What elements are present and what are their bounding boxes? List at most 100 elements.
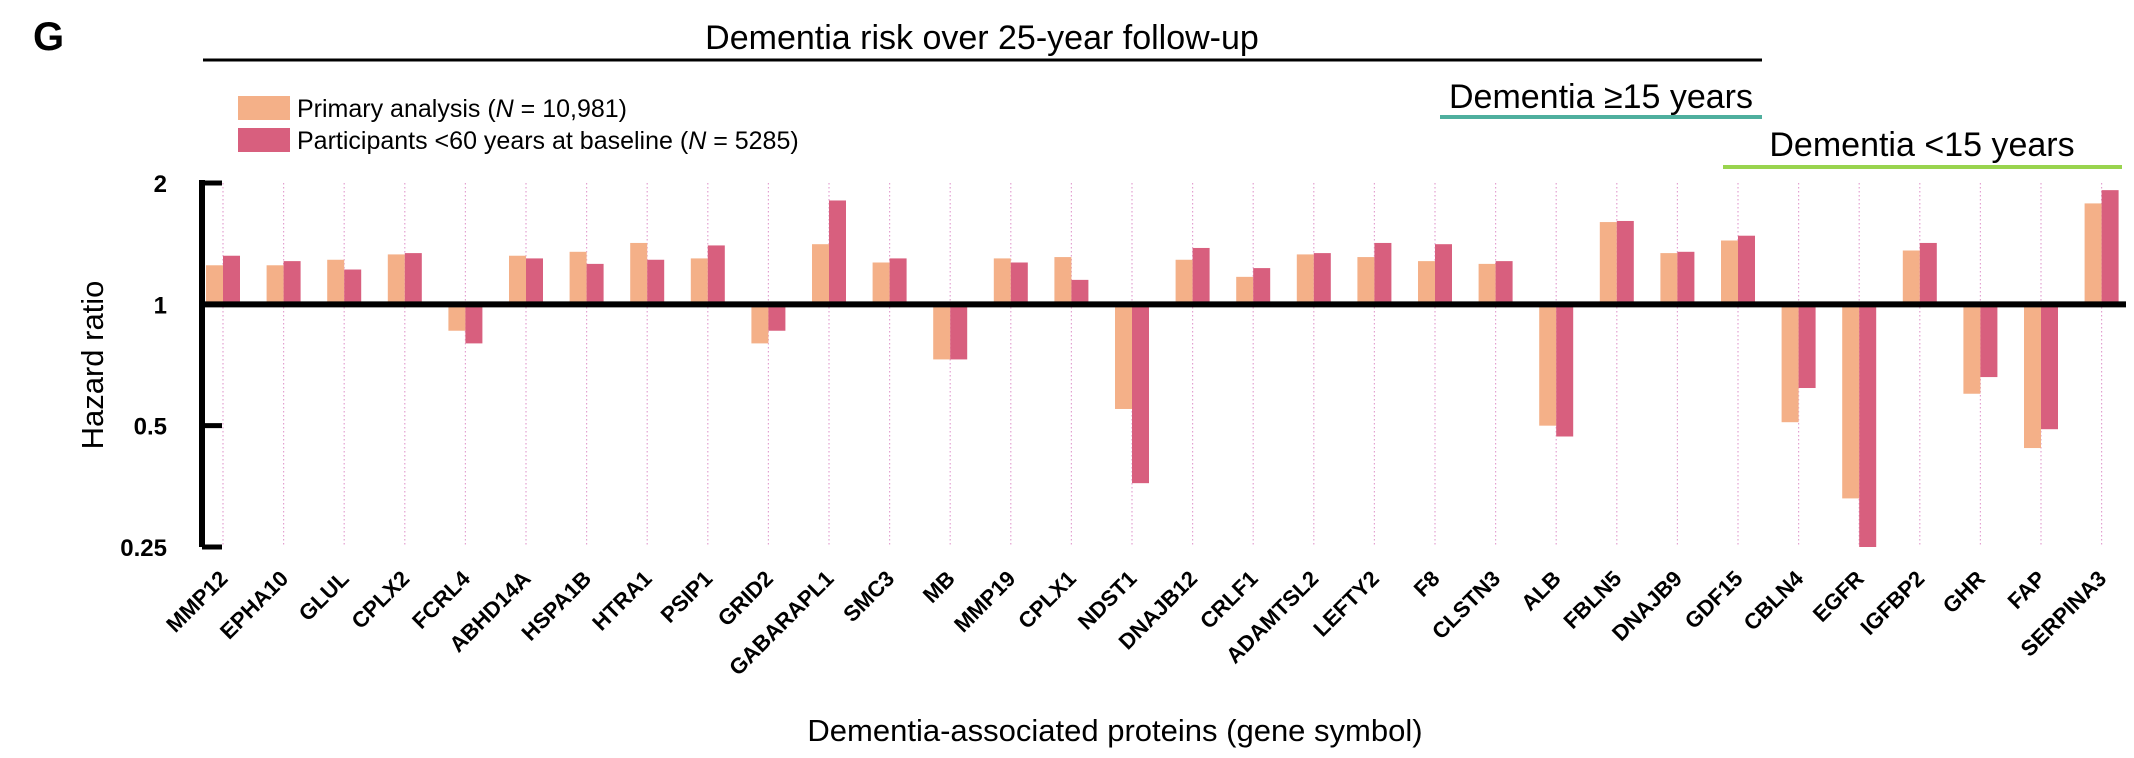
bar-primary-crlf1: [1236, 276, 1254, 305]
category-label: SMC3: [838, 566, 899, 627]
bar-primary-ndst1: [1115, 304, 1132, 409]
bar-primary-htra1: [630, 242, 648, 305]
bar-under60-fcrl4: [465, 304, 483, 344]
category-label: HTRA1: [587, 566, 657, 636]
bar-primary-cplx1: [1054, 257, 1072, 305]
y-tick-label: 0.5: [134, 414, 167, 441]
bar-under60-htra1: [647, 259, 665, 305]
category-label: GDF15: [1680, 566, 1748, 634]
bar-under60-abhd14a: [526, 258, 543, 305]
bar-primary-serpina3: [2084, 203, 2102, 305]
category-label: CBLN4: [1739, 565, 1809, 635]
bar-under60-dnajb12: [1192, 247, 1210, 305]
y-ticks: 0.25 0.5 1 2: [120, 171, 222, 562]
bar-under60-cplx1: [1071, 279, 1089, 305]
category-label: MB: [918, 566, 960, 608]
category-label: GABARAPL1: [724, 566, 838, 680]
bar-primary-mmp19: [993, 258, 1011, 305]
category-label: LEFTY2: [1308, 566, 1384, 642]
bar-under60-igfbp2: [1919, 242, 1937, 305]
group-label-lt15: Dementia <15 years: [1769, 126, 2074, 164]
y-tick-label: 0.25: [120, 535, 167, 562]
group-label-all: Dementia risk over 25-year follow-up: [705, 19, 1259, 57]
bar-primary-clstn3: [1478, 263, 1496, 305]
bar-under60-crlf1: [1253, 268, 1271, 305]
bar-primary-adamtsl2: [1296, 254, 1314, 305]
legend-swatch-under60: [238, 128, 290, 152]
bar-primary-mb: [933, 304, 951, 360]
bar-under60-gabarapl1: [829, 200, 846, 305]
bar-primary-dnajb9: [1660, 253, 1678, 305]
bar-under60-fap: [2041, 304, 2058, 430]
bar-under60-ndst1: [1132, 304, 1149, 484]
legend-label-under60: Participants <60 years at baseline (N = …: [297, 127, 799, 155]
bar-primary-gabarapl1: [812, 244, 829, 305]
group-label-ge15: Dementia ≥15 years: [1449, 78, 1753, 116]
bar-primary-epha10: [266, 265, 284, 305]
axes: 0.25 0.5 1 2: [120, 171, 2126, 562]
category-label: ALB: [1516, 566, 1566, 616]
x-axis-title: Dementia-associated proteins (gene symbo…: [807, 713, 1422, 748]
bar-under60-serpina3: [2101, 190, 2119, 305]
y-axis-title: Hazard ratio: [75, 281, 110, 450]
bar-under60-fbln5: [1616, 220, 1634, 305]
bars: [206, 190, 2119, 547]
bar-primary-fcrl4: [448, 304, 466, 331]
legend-swatch-primary: [238, 96, 290, 120]
bar-under60-mb: [950, 304, 968, 360]
category-label: PSIP1: [656, 566, 718, 628]
bar-under60-cbln4: [1798, 304, 1816, 389]
bar-primary-grid2: [751, 304, 769, 344]
bar-primary-ghr: [1963, 304, 1981, 394]
legend-label-primary: Primary analysis (N = 10,981): [297, 95, 627, 123]
bar-primary-smc3: [872, 262, 890, 305]
bar-under60-alb: [1556, 304, 1574, 437]
bar-under60-mmp12: [223, 255, 240, 305]
panel-letter: G: [33, 15, 64, 59]
category-label: EPHA10: [215, 566, 293, 644]
bar-primary-hspa1b: [569, 251, 587, 305]
bar-under60-clstn3: [1495, 261, 1513, 305]
category-label: IGFBP2: [1855, 566, 1929, 640]
bar-under60-glul: [344, 269, 362, 305]
bar-primary-f8: [1418, 261, 1435, 305]
category-label: CPLX2: [347, 566, 415, 634]
bar-primary-glul: [327, 259, 345, 305]
bar-under60-smc3: [889, 258, 907, 305]
bar-primary-psip1: [690, 258, 708, 305]
bar-primary-gdf15: [1721, 240, 1738, 305]
bar-under60-gdf15: [1738, 235, 1755, 305]
bar-primary-fbln5: [1599, 222, 1617, 305]
category-label: CLSTN3: [1427, 566, 1505, 644]
legend: Primary analysis (N = 10,981) Participan…: [238, 95, 799, 155]
bar-under60-egfr: [1859, 304, 1877, 547]
bar-under60-dnajb9: [1677, 251, 1695, 305]
bar-under60-ghr: [1980, 304, 1998, 378]
category-label: GHR: [1938, 566, 1990, 618]
bar-under60-epha10: [283, 261, 301, 305]
category-label: F8: [1409, 566, 1445, 602]
y-tick-label: 1: [154, 292, 167, 319]
gridlines: [222, 183, 2103, 547]
category-label: FAP: [2003, 566, 2051, 614]
bar-primary-fap: [2024, 304, 2041, 449]
bar-primary-cbln4: [1781, 304, 1799, 423]
bar-under60-hspa1b: [586, 263, 604, 305]
bar-primary-abhd14a: [509, 255, 526, 305]
bar-under60-mmp19: [1010, 262, 1028, 305]
category-label: GLUL: [294, 566, 354, 626]
category-label: MMP19: [949, 566, 1020, 637]
bar-primary-dnajb12: [1175, 259, 1193, 305]
bar-under60-lefty2: [1374, 242, 1392, 305]
category-label: CPLX1: [1013, 566, 1081, 634]
bar-under60-psip1: [707, 245, 725, 305]
bar-under60-cplx2: [404, 253, 422, 305]
bar-under60-adamtsl2: [1313, 253, 1331, 305]
bar-primary-mmp12: [206, 265, 223, 305]
y-tick-label: 2: [154, 171, 167, 198]
bar-primary-alb: [1539, 304, 1557, 426]
bar-primary-egfr: [1842, 304, 1860, 499]
group-annotations: Dementia risk over 25-year follow-up Dem…: [203, 19, 2122, 169]
